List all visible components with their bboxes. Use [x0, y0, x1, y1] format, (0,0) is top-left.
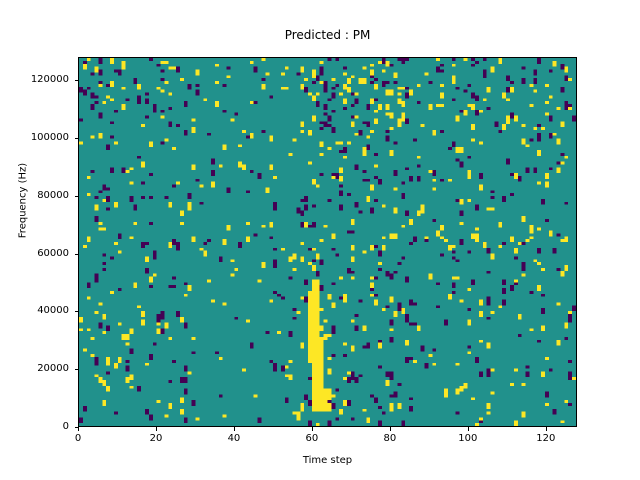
heatmap-image — [79, 58, 576, 426]
x-tick-label: 40 — [227, 433, 241, 444]
x-tick-mark — [467, 427, 469, 431]
x-tick-label: 120 — [536, 433, 556, 444]
y-tick-label: 100000 — [30, 131, 69, 143]
y-tick-label: 80000 — [37, 189, 69, 201]
page-title: Predicted : PM — [284, 28, 371, 42]
y-tick-label: 120000 — [30, 74, 69, 86]
x-tick-label: 0 — [74, 433, 82, 444]
y-axis-label: Frequency (Hz) — [17, 162, 29, 239]
x-tick-mark — [155, 427, 157, 431]
x-tick-label: 20 — [149, 433, 163, 444]
y-tick-label: 0 — [62, 421, 69, 432]
heatmap-plot-area — [78, 57, 577, 427]
x-tick-mark — [78, 427, 79, 431]
y-tick-mark — [74, 80, 78, 82]
y-tick-label: 20000 — [37, 363, 69, 375]
y-tick-mark — [74, 311, 78, 313]
x-tick-mark — [311, 427, 313, 431]
y-tick-mark — [74, 195, 78, 197]
y-tick-mark — [74, 137, 78, 139]
y-tick-mark — [74, 253, 78, 255]
x-tick-mark — [389, 427, 391, 431]
y-tick-label: 40000 — [37, 305, 69, 317]
y-tick-mark — [74, 427, 78, 428]
y-tick-label: 60000 — [37, 247, 69, 259]
y-tick-mark — [74, 369, 78, 371]
x-tick-mark — [233, 427, 235, 431]
x-axis-label: Time step — [302, 455, 353, 466]
x-tick-label: 100 — [458, 433, 478, 444]
x-tick-mark — [545, 427, 547, 431]
x-tick-label: 80 — [383, 433, 397, 444]
x-tick-label: 60 — [305, 433, 319, 444]
